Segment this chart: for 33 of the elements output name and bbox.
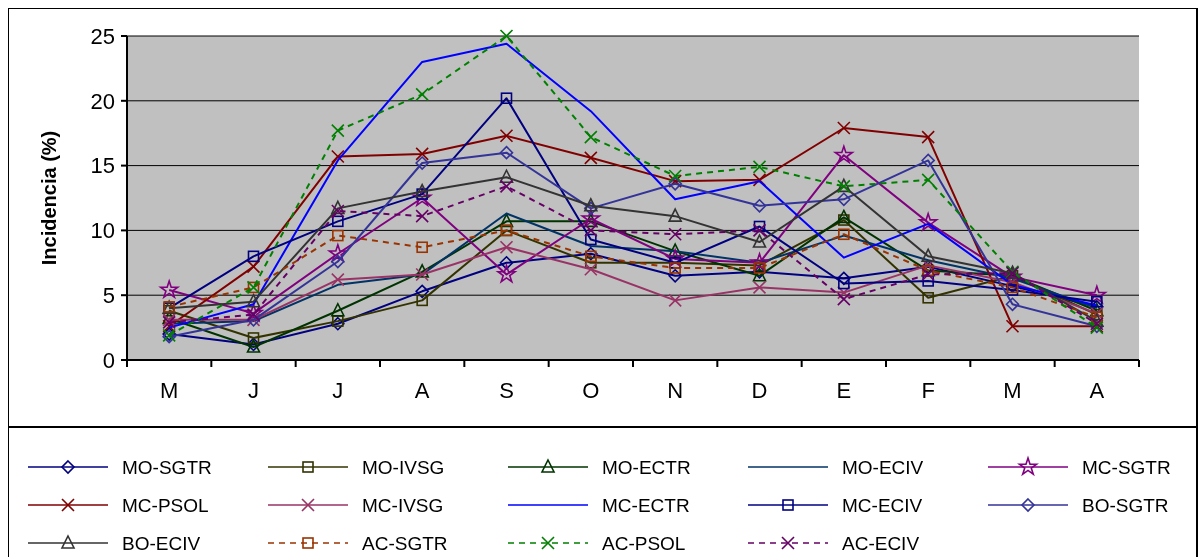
x-tick-label: M <box>1003 378 1022 403</box>
x-tick-label: E <box>836 378 852 403</box>
x-tick-label: D <box>751 378 768 403</box>
legend-label: AC-ECIV <box>842 532 920 554</box>
x-tick-label: S <box>499 378 514 403</box>
x-tick-label: J <box>248 378 259 403</box>
legend-label: MC-SGTR <box>1082 456 1171 478</box>
legend-label: MO-IVSG <box>362 456 445 478</box>
legend-label: MC-PSOL <box>122 494 209 516</box>
legend-label: MC-IVSG <box>362 494 444 516</box>
x-tick-label: O <box>582 378 600 403</box>
y-tick-label: 25 <box>90 23 115 49</box>
legend-label: AC-PSOL <box>602 532 686 554</box>
y-axis-title: Incidencia (%) <box>38 130 60 266</box>
y-tick-label: 20 <box>90 88 115 114</box>
legend-label: BO-SGTR <box>1082 494 1169 516</box>
y-tick-label: 5 <box>102 282 115 308</box>
y-tick-label: 0 <box>102 347 115 373</box>
legend-label: BO-ECIV <box>122 532 201 554</box>
legend-label: MO-SGTR <box>122 456 212 478</box>
y-tick-label: 15 <box>90 153 115 179</box>
x-tick-label: M <box>160 378 179 403</box>
y-tick-label: 10 <box>90 218 115 244</box>
x-tick-label: F <box>921 378 935 403</box>
legend-label: MO-ECIV <box>842 456 924 478</box>
legend-label: AC-SGTR <box>362 532 448 554</box>
legend-label: MO-ECTR <box>602 456 691 478</box>
x-tick-label: A <box>414 378 430 403</box>
legend-label: MC-ECTR <box>602 494 690 516</box>
x-tick-label: N <box>667 378 684 403</box>
x-tick-label: A <box>1089 378 1105 403</box>
legend-label: MC-ECIV <box>842 494 923 516</box>
x-tick-label: J <box>332 378 344 403</box>
